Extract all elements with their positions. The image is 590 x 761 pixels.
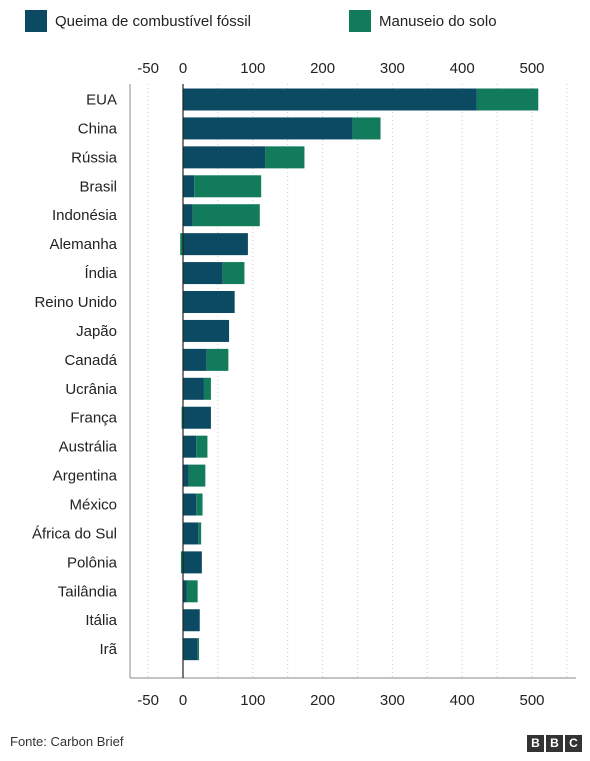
category-label: Polônia [67, 554, 118, 571]
category-label: Austrália [59, 439, 118, 456]
bar-fossil-fuel [183, 464, 189, 487]
category-label: França [70, 410, 117, 427]
legend-label-fossil: Queima de combustível fóssil [55, 12, 251, 30]
category-label: Alemanha [49, 236, 117, 253]
bar-land-use [198, 522, 202, 545]
bar-fossil-fuel [183, 348, 207, 371]
bar-fossil-fuel [183, 377, 204, 400]
bar-fossil-fuel [183, 291, 235, 314]
category-label: Canadá [64, 352, 117, 369]
category-label: Reino Unido [34, 294, 117, 311]
bar-land-use [196, 435, 208, 458]
x-tick-label-top: 500 [519, 60, 544, 77]
category-label: Indonésia [52, 207, 118, 224]
x-axis-top: -50 0 100 200 300 400 500 [137, 60, 544, 77]
bar-land-use [352, 117, 381, 140]
category-label: Rússia [71, 149, 118, 166]
bar-fossil-fuel [183, 319, 230, 342]
x-tick-label-top: -50 [137, 60, 159, 77]
legend-item-fossil: Queima de combustível fóssil [25, 10, 251, 32]
bar-land-use [265, 146, 305, 169]
legend-label-land: Manuseio do solo [379, 12, 497, 30]
source-note: Fonte: Carbon Brief [10, 734, 124, 749]
category-label: Japão [76, 323, 117, 340]
bars [180, 88, 539, 661]
bar-fossil-fuel [183, 551, 202, 574]
bar-land-use [194, 175, 262, 198]
category-label: EUA [86, 92, 117, 109]
x-tick-label-top: 0 [179, 60, 187, 77]
x-tick-label-top: 300 [380, 60, 405, 77]
legend-swatch-fossil [25, 10, 47, 32]
x-tick-label-bottom: 200 [310, 692, 335, 709]
category-label: Irã [99, 641, 117, 658]
bar-fossil-fuel [183, 204, 193, 227]
x-tick-label-bottom: -50 [137, 692, 159, 709]
x-tick-label-bottom: 500 [519, 692, 544, 709]
footer: Fonte: Carbon Brief B B C [0, 730, 590, 761]
bar-fossil-fuel [183, 435, 197, 458]
bar-fossil-fuel [183, 580, 187, 603]
category-labels: EUA China Rússia Brasil Indonésia Alemanha Índ… [32, 92, 118, 659]
category-label: China [78, 120, 118, 137]
legend-item-land: Manuseio do solo [349, 10, 497, 32]
category-label: Itália [85, 612, 117, 629]
bar-fossil-fuel [183, 146, 266, 169]
x-tick-label-bottom: 300 [380, 692, 405, 709]
bar-fossil-fuel [183, 233, 248, 256]
bar-land-use [180, 551, 183, 574]
bbc-logo-letter: B [546, 735, 563, 752]
bar-land-use [180, 233, 183, 256]
bbc-logo-letter: C [565, 735, 582, 752]
bar-land-use [476, 88, 539, 111]
category-label: Ucrânia [65, 381, 117, 398]
bar-fossil-fuel [183, 262, 223, 285]
bar-fossil-fuel [183, 406, 211, 429]
bar-land-use [181, 406, 183, 429]
bar-land-use [206, 348, 229, 371]
bar-fossil-fuel [183, 638, 198, 661]
category-label: África do Sul [32, 525, 117, 542]
legend: Queima de combustível fóssil Manuseio do… [0, 0, 590, 48]
bar-land-use [196, 493, 203, 516]
grid-lines [147, 84, 568, 678]
legend-swatch-land [349, 10, 371, 32]
bar-land-use [186, 580, 198, 603]
x-axis-bottom: -50 0 100 200 300 400 500 [137, 692, 544, 709]
category-label: Tailândia [58, 583, 118, 600]
category-label: México [69, 497, 117, 514]
bar-land-use [192, 204, 260, 227]
bar-fossil-fuel [183, 117, 353, 140]
bar-land-use [188, 464, 206, 487]
category-label: Brasil [79, 178, 117, 195]
x-tick-label-bottom: 0 [179, 692, 187, 709]
chart: EUA China Rússia Brasil Indonésia Alemanha Índ… [32, 60, 576, 709]
bbc-logo-letter: B [527, 735, 544, 752]
category-label: Argentina [53, 468, 118, 485]
bar-fossil-fuel [183, 175, 195, 198]
x-tick-label-bottom: 400 [450, 692, 475, 709]
x-tick-label-top: 100 [240, 60, 265, 77]
bar-land-use [203, 377, 211, 400]
bbc-logo: B B C [525, 735, 582, 752]
category-label: Índia [84, 265, 117, 282]
bar-fossil-fuel [183, 88, 477, 111]
x-tick-label-top: 400 [450, 60, 475, 77]
bar-fossil-fuel [183, 609, 200, 632]
bar-fossil-fuel [183, 522, 199, 545]
axis-lines [129, 84, 576, 679]
bar-fossil-fuel [183, 493, 197, 516]
x-tick-label-top: 200 [310, 60, 335, 77]
bar-land-use [222, 262, 245, 285]
bar-land-use [197, 638, 200, 661]
x-tick-label-bottom: 100 [240, 692, 265, 709]
